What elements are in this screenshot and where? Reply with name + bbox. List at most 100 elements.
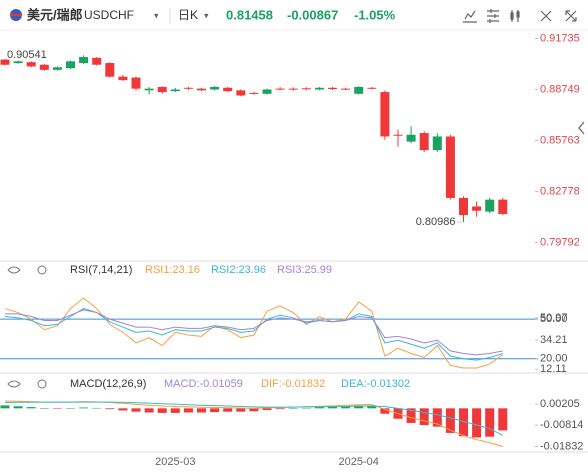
candle-body — [275, 88, 285, 90]
macd-bar — [210, 408, 220, 413]
macd-bar — [380, 408, 390, 414]
candle-body — [472, 206, 482, 211]
collapse-button[interactable] — [578, 121, 585, 135]
macd-bar — [0, 405, 10, 409]
y-tick-label: 0.85763 — [540, 134, 580, 146]
macd-bar — [367, 405, 377, 409]
candle-body — [445, 136, 455, 198]
candle-body — [52, 67, 62, 70]
change: -0.00867 — [287, 7, 338, 22]
candle-body — [498, 199, 508, 215]
candle-body — [419, 133, 429, 151]
candle-body — [262, 89, 272, 94]
macd-bar — [249, 408, 259, 412]
candle-body — [459, 197, 468, 216]
candle-body — [144, 88, 154, 91]
candle-body — [118, 76, 128, 81]
candle-body — [432, 136, 442, 151]
candle-body — [380, 92, 390, 137]
x-tick-label: 2025-04 — [339, 456, 379, 468]
candle-body — [26, 62, 36, 67]
macd-bar — [13, 406, 23, 409]
candle-body — [341, 88, 351, 90]
y-tick-label: 0.79792 — [540, 236, 580, 248]
macd-bar — [445, 408, 455, 433]
y-tick-label: 12.11 — [540, 363, 567, 375]
close-button[interactable] — [540, 10, 552, 22]
candle-body — [485, 199, 495, 212]
candle-body — [288, 88, 298, 90]
legend-entry: MACD:-0.01059 — [164, 378, 243, 390]
candle-body — [0, 59, 10, 65]
candle-body — [210, 86, 220, 90]
macd-bar — [39, 408, 49, 409]
indicator-title: MACD(12,26,9) — [70, 378, 146, 390]
fullscreen-button[interactable] — [565, 10, 577, 22]
candle-body — [328, 87, 337, 89]
toolbar — [463, 9, 585, 135]
period[interactable]: 日K — [178, 8, 198, 22]
flag-stripe — [10, 14, 22, 16]
y-tick-label: 0.91735 — [540, 32, 580, 44]
rsi-line — [4, 297, 504, 369]
dropdown-arrow: ▾ — [154, 10, 159, 20]
x-tick-label: 2025-03 — [155, 456, 195, 468]
candle-body — [92, 57, 102, 65]
indicator-button[interactable] — [463, 10, 477, 23]
macd-bar — [419, 408, 429, 425]
macd-bar — [66, 408, 75, 409]
macd-bar — [275, 408, 285, 410]
y-tick-label: 0.00205 — [540, 398, 580, 410]
macd-bar — [262, 408, 272, 410]
macd-bar — [170, 408, 180, 413]
macd-bar — [341, 406, 351, 409]
low-annotation: 0.80986 — [416, 216, 456, 228]
legend-entry: RSI2:23.96 — [211, 264, 266, 276]
macd-bar — [485, 408, 495, 437]
candle-body — [354, 86, 364, 94]
pair-name: 美元/瑞郎 — [27, 7, 83, 22]
y-tick-label: -0.01832 — [540, 440, 583, 452]
candle-body — [39, 64, 49, 70]
candle-body — [66, 61, 75, 69]
high-annotation: 0.90541 — [7, 49, 47, 61]
macd-line — [4, 401, 504, 436]
macd-bar — [472, 408, 482, 438]
indicator-title: RSI(7,14,21) — [70, 264, 132, 276]
y-tick-label: 50.00 — [540, 313, 568, 325]
macd-bar — [354, 405, 364, 409]
candle-body — [301, 88, 311, 90]
candle-body — [79, 57, 89, 64]
y-tick-label: 34.21 — [540, 334, 568, 346]
chart-type-button[interactable] — [510, 10, 520, 22]
candle-body — [170, 89, 180, 92]
legend-entry: DIF:-0.01832 — [261, 378, 325, 390]
change-pct: -1.05% — [354, 7, 396, 22]
macd-bar — [197, 408, 206, 413]
macd-bar — [328, 406, 337, 409]
y-tick-label: 0.88749 — [540, 83, 580, 95]
y-tick-label: -0.00814 — [540, 419, 583, 431]
candle-body — [406, 134, 416, 142]
macd-bar — [406, 408, 416, 423]
y-tick-label: 0.82778 — [540, 185, 580, 197]
macd-bar — [459, 408, 468, 437]
macd-bar — [52, 408, 62, 409]
macd-bar — [26, 407, 36, 409]
candle-body — [236, 90, 246, 96]
macd-bar — [131, 408, 141, 412]
settings-icon — [37, 379, 47, 389]
settings-icon — [37, 265, 47, 275]
macd-bar — [144, 408, 154, 413]
candle-body — [197, 88, 206, 91]
legend-entry: DEA:-0.01302 — [341, 378, 410, 390]
macd-bar — [236, 408, 246, 412]
candle-body — [249, 92, 259, 94]
macd-bar — [92, 407, 102, 409]
symbol[interactable]: USDCHF — [84, 8, 134, 22]
macd-bar — [183, 408, 193, 413]
settings-button[interactable] — [487, 9, 499, 23]
